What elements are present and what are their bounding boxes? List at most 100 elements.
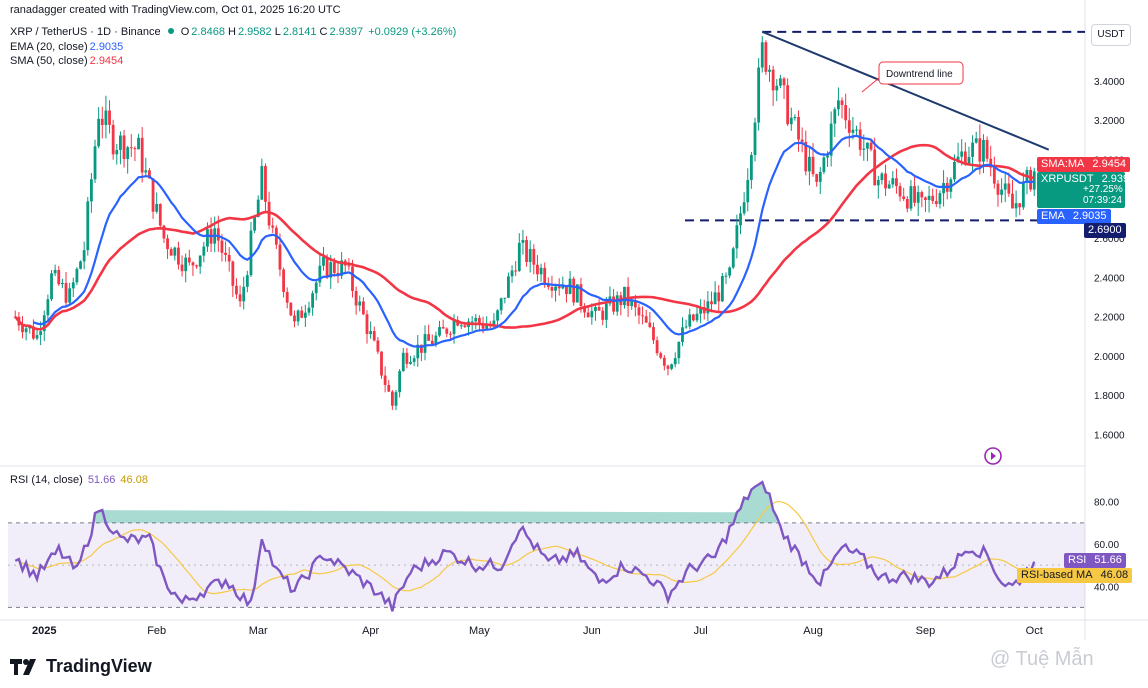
candle-body — [419, 344, 423, 353]
candle-body — [811, 156, 815, 175]
candle-body — [797, 117, 800, 140]
candle-body — [187, 257, 191, 263]
candle-body — [895, 178, 898, 187]
candle-body — [633, 301, 637, 308]
candle-body — [332, 262, 336, 273]
rsi-tick: 40.00 — [1094, 582, 1119, 593]
rsi-scale: 40.00 60.00 80.00 — [1094, 498, 1119, 594]
candle-body — [46, 299, 50, 316]
candle-body — [31, 326, 35, 339]
candle-body — [818, 171, 822, 182]
candle-body — [358, 301, 362, 306]
candle-body — [920, 192, 924, 198]
candle-body — [905, 199, 909, 209]
candle-body — [173, 247, 177, 256]
candle-body — [133, 148, 137, 150]
ema-legend[interactable]: EMA (20, close) 2.9035 — [10, 41, 124, 53]
price-badge: XRPUSDT 2.9397 +27.25% 07:39:24 — [1037, 172, 1135, 208]
candle-body — [764, 42, 768, 72]
candle-body — [452, 319, 456, 334]
candle-body — [960, 151, 964, 157]
candle-body — [365, 314, 369, 335]
candle-body — [521, 240, 525, 243]
candle-body — [597, 306, 601, 311]
candle-body — [68, 288, 72, 303]
sma-legend[interactable]: SMA (50, close) 2.9454 — [10, 55, 124, 67]
open-value: 2.8468 — [191, 26, 225, 38]
price-tick: 2.4000 — [1094, 273, 1125, 284]
candle-body — [459, 325, 463, 327]
candle-body — [855, 129, 858, 131]
candle-body — [126, 147, 130, 159]
candle-body — [826, 155, 829, 158]
high-value: 2.9582 — [237, 26, 272, 38]
candle-body — [630, 301, 634, 307]
candle-body — [155, 203, 159, 212]
candle-body — [637, 307, 641, 316]
candle-body — [924, 197, 927, 200]
candle-body — [260, 166, 264, 200]
candle-body — [561, 286, 565, 289]
candle-body — [623, 286, 626, 306]
candle-body — [216, 228, 220, 241]
horizontal-levels — [685, 30, 1085, 222]
candle-body — [713, 292, 717, 305]
candle-body — [104, 110, 108, 126]
candle-body — [510, 270, 514, 277]
candle-body — [303, 312, 307, 318]
candle-body — [554, 286, 557, 291]
candle-body — [815, 174, 819, 182]
candle-body — [71, 282, 75, 289]
candle-body — [264, 166, 267, 202]
candle-body — [405, 352, 409, 364]
candle-body — [583, 305, 586, 313]
candle-body — [891, 178, 895, 185]
candle-body — [670, 364, 674, 369]
candle-body — [876, 180, 880, 186]
candle-body — [293, 315, 296, 322]
symbol-name[interactable]: XRP / TetherUS · 1D · Binance — [10, 26, 161, 38]
candle-body — [398, 371, 402, 393]
candle-body — [412, 358, 416, 362]
candle-body — [833, 109, 837, 124]
candle-body — [1003, 183, 1007, 190]
candle-body — [550, 287, 554, 291]
candle-body — [53, 269, 57, 274]
tradingview-logo[interactable]: TradingView — [10, 656, 152, 677]
candle-body — [137, 137, 140, 150]
candle-body — [590, 311, 594, 318]
rsi-legend[interactable]: RSI (14, close) 51.66 46.08 — [10, 474, 148, 486]
candle-body — [517, 242, 521, 271]
downtrend-line — [761, 30, 1050, 151]
candle-body — [710, 301, 713, 305]
candle-body — [996, 183, 1000, 195]
currency-button[interactable]: USDT — [1091, 24, 1131, 46]
candle-body — [884, 173, 887, 189]
low-value: 2.8141 — [282, 26, 317, 38]
candle-body — [586, 312, 590, 318]
candle-body — [684, 326, 688, 328]
price-tick: 2.2000 — [1094, 313, 1125, 324]
candle-body — [166, 238, 169, 250]
candle-body — [162, 225, 166, 239]
brand-name: TradingView — [46, 656, 152, 676]
price-tick: 3.4000 — [1094, 77, 1125, 88]
candle-body — [662, 357, 666, 366]
ema-badge: EMA 2.9035 — [1037, 209, 1111, 224]
candle-body — [641, 315, 644, 317]
support-badge: 2.6900 — [1084, 223, 1126, 238]
time-label: Oct — [1026, 625, 1043, 637]
close-value: 2.9397 — [329, 26, 364, 38]
candle-body — [775, 85, 779, 91]
candle-body — [485, 325, 489, 329]
ema-legend-value: 2.9035 — [89, 41, 124, 53]
candle-body — [967, 156, 971, 164]
candle-body — [496, 310, 499, 321]
candle-body — [416, 344, 420, 359]
candle-body — [441, 327, 445, 329]
annotation-text: Downtrend line — [886, 69, 953, 80]
price-tick: 2.6000 — [1094, 234, 1125, 245]
candle-body — [307, 307, 311, 313]
candle-body — [931, 195, 935, 201]
